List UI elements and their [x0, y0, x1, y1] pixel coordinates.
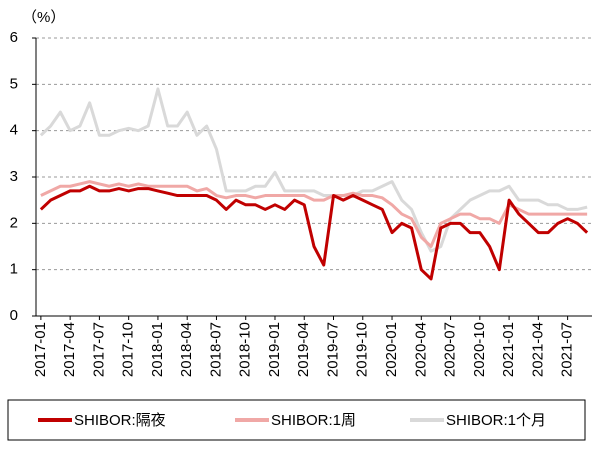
x-tick-label: 2017-04	[61, 322, 78, 377]
x-tick-label: 2018-01	[149, 322, 166, 377]
x-tick-label: 2020-07	[442, 322, 459, 377]
x-tick-label: 2017-01	[32, 322, 49, 377]
series-line	[39, 87, 588, 253]
y-tick-label: 2	[10, 214, 18, 231]
y-tick-label: 3	[10, 168, 18, 185]
legend-label: SHIBOR:隔夜	[74, 412, 166, 429]
x-tick-label: 2020-04	[412, 322, 429, 377]
x-tick-label: 2019-04	[295, 322, 312, 377]
legend-box	[7, 399, 586, 441]
y-axis-label: （%）	[22, 9, 65, 26]
x-tick-label: 2018-04	[178, 322, 195, 377]
x-tick-label: 2020-10	[471, 322, 488, 377]
legend-label: SHIBOR:1个月	[446, 412, 546, 429]
x-tick-label: 2017-07	[90, 322, 107, 377]
y-tick-label: 1	[10, 261, 18, 278]
y-tick-label: 0	[10, 307, 18, 324]
series-line	[39, 184, 589, 281]
x-tick-label: 2019-07	[324, 322, 341, 377]
x-tick-label: 2019-01	[266, 322, 283, 377]
y-tick-label: 4	[10, 122, 18, 139]
y-tick-label: 6	[10, 29, 18, 46]
x-tick-label: 2017-10	[120, 322, 137, 377]
y-tick-label: 5	[10, 75, 18, 92]
series-line	[40, 180, 588, 248]
legend-label: SHIBOR:1周	[271, 412, 356, 429]
x-tick-label: 2020-01	[383, 322, 400, 377]
x-tick-label: 2018-07	[207, 322, 224, 377]
x-tick-label: 2021-01	[500, 322, 517, 377]
x-tick-label: 2021-04	[529, 322, 546, 377]
x-tick-label: 2019-10	[354, 322, 371, 377]
x-tick-label: 2018-10	[237, 322, 254, 377]
x-tick-label: 2021-07	[559, 322, 576, 377]
